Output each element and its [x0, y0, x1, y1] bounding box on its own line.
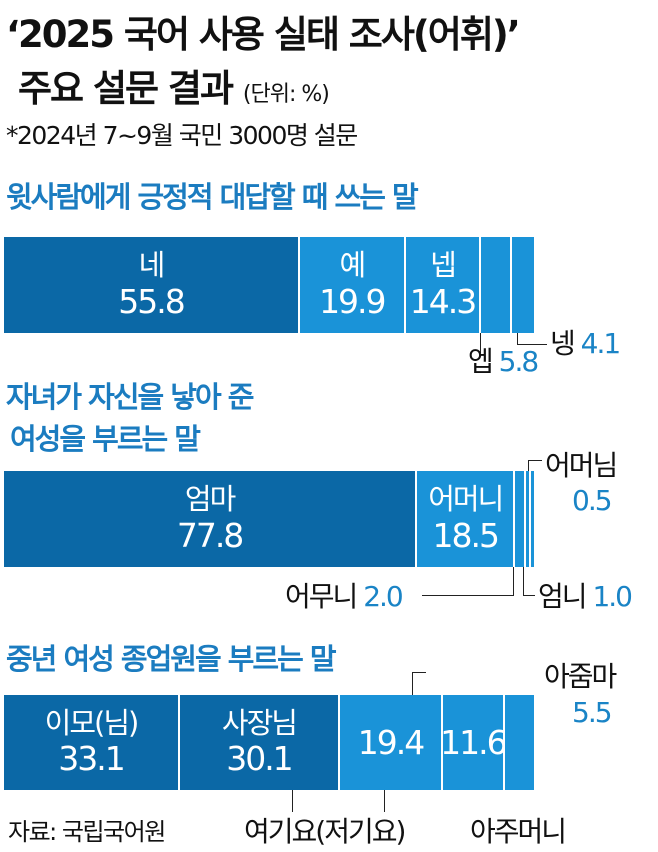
leader-line [517, 333, 518, 345]
leader-line [422, 595, 514, 596]
segment-label: 이모(님) [44, 705, 140, 740]
bar-segment-2: 예 19.9 [300, 237, 406, 333]
bar-segment-1: 엄마 77.8 [4, 471, 418, 567]
callout-ajumma: 아줌마 [544, 655, 617, 695]
callout-label: 엄니 [538, 580, 588, 613]
leader-line [513, 567, 514, 595]
bar-segment-5 [512, 237, 534, 333]
unit-label: (단위: %) [242, 82, 330, 107]
bar-segment-4 [481, 237, 513, 333]
segment-value: 33.1 [58, 739, 125, 779]
callout-ajumma-value: 5.5 [572, 696, 613, 729]
callout-label: 넹 [550, 327, 576, 360]
leader-line [517, 344, 547, 345]
callout-label: 어머님 [545, 449, 618, 482]
leader-line [528, 460, 529, 471]
callout-value: 4.1 [580, 327, 622, 360]
callout-yeogiyo: 여기요(저기요) [244, 815, 406, 848]
segment-value: 77.8 [176, 515, 244, 555]
callout-eomeonim-value: 0.5 [572, 484, 613, 517]
leader-line [412, 672, 413, 695]
callout-value: 1.0 [592, 580, 633, 613]
segment-label: 엄마 [184, 482, 236, 517]
bar-segment-1: 이모(님) 33.1 [4, 695, 180, 790]
callout-value: 5.8 [498, 345, 540, 378]
bar-segment-5 [504, 695, 534, 790]
segment-value: 55.8 [118, 281, 185, 321]
bar-segment-3 [515, 471, 526, 567]
callout-label: 아줌마 [544, 660, 617, 693]
chart1-title: 윗사람에게 긍정적 대답할 때 쓰는 말 [6, 180, 419, 214]
title-line2-text: 주요 설문 결과 [18, 67, 234, 110]
bar-segment-5 [531, 471, 534, 567]
callout-ajumeoni: 아주머니 [470, 815, 567, 848]
chart2-title-line2: 여성을 부르는 말 [10, 422, 201, 456]
segment-value: 19.4 [357, 722, 425, 762]
segment-label: 예 [339, 248, 366, 283]
segment-value: 30.1 [226, 739, 293, 779]
callout-eomuni: 어무니 2.0 [285, 575, 404, 615]
leader-line [523, 595, 535, 596]
chart2-title-line1: 자녀가 자신을 낳아 준 [6, 380, 254, 414]
title: ‘2025 국어 사용 실태 조사(어휘)’ [6, 13, 521, 56]
leader-line [292, 790, 293, 812]
bar-segment-2: 어머니 18.5 [417, 471, 516, 567]
bar-segment-2: 사장님 30.1 [179, 695, 340, 790]
bar-segment-4 [526, 471, 532, 567]
callout-yeop: 엡 5.8 [468, 340, 540, 380]
segment-value: 18.5 [432, 515, 500, 555]
leader-line [412, 672, 426, 673]
segment-label: 어머니 [428, 482, 504, 517]
segment-label: 사장님 [221, 705, 298, 740]
bar-segment-3: 19.4 [339, 695, 444, 790]
callout-eomni: 엄니 1.0 [538, 575, 633, 615]
segment-value: 14.3 [409, 281, 477, 321]
chart2-bar: 엄마 77.8 어머니 18.5 [4, 471, 534, 567]
subtitle: *2024년 7~9월 국민 3000명 설문 [6, 121, 358, 150]
source-note: 자료: 국립국어원 [8, 818, 166, 846]
leader-line [528, 460, 542, 461]
bar-segment-4: 11.6 [443, 695, 505, 790]
title-line2: 주요 설문 결과 (단위: %) [18, 58, 330, 112]
leader-line [384, 790, 385, 812]
chart1-bar: 네 55.8 예 19.9 넵 14.3 [4, 237, 534, 333]
segment-value: 19.9 [319, 281, 386, 321]
callout-eomeonim: 어머님 [545, 444, 618, 484]
segment-label: 네 [138, 248, 166, 283]
bar-segment-1: 네 55.8 [4, 237, 301, 333]
chart3-title: 중년 여성 종업원을 부르는 말 [6, 642, 337, 676]
callout-value: 2.0 [363, 580, 404, 613]
leader-line [480, 333, 481, 353]
callout-label: 어무니 [285, 580, 358, 613]
leader-line [523, 567, 524, 595]
bar-segment-3: 넵 14.3 [405, 237, 482, 333]
callout-label: 엡 [468, 345, 494, 378]
chart3-bar: 이모(님) 33.1 사장님 30.1 19.4 11.6 [4, 695, 534, 790]
segment-label: 넵 [430, 248, 457, 283]
callout-neng: 넹 4.1 [550, 322, 622, 362]
segment-value: 11.6 [443, 722, 505, 762]
